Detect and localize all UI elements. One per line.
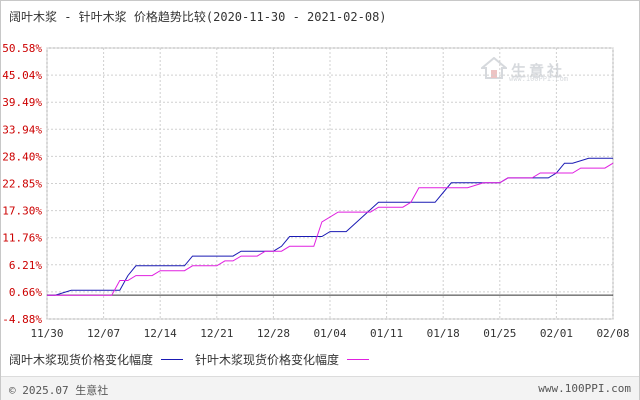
x-tick-label: 01/04	[313, 327, 346, 340]
chart-title: 阔叶木浆 - 针叶木浆 价格趋势比较(2020-11-30 - 2021-02-…	[9, 10, 387, 24]
y-tick-label: 11.76%	[2, 232, 42, 245]
legend-label-softwood: 针叶木浆现货价格变化幅度	[195, 353, 340, 367]
x-tick-label: 01/25	[483, 327, 516, 340]
legend-entry-hardwood: 阔叶木浆现货价格变化幅度	[9, 351, 184, 368]
footer: © 2025.07 生意社 www.100PPI.com	[1, 376, 639, 400]
x-tick-label: 12/07	[87, 327, 120, 340]
x-tick-label: 02/08	[596, 327, 629, 340]
y-tick-label: -4.88%	[2, 313, 42, 326]
y-tick-label: 50.58%	[2, 42, 42, 55]
series-line-hardwood	[47, 157, 613, 296]
footer-site-link[interactable]: www.100PPI.com	[538, 382, 631, 395]
y-tick-label: 22.85%	[2, 178, 42, 191]
y-tick-label: 39.49%	[2, 96, 42, 109]
watermark-url: www.100PPI.com	[509, 75, 569, 83]
legend-swatch-softwood	[347, 359, 370, 360]
x-tick-label: 12/21	[200, 327, 233, 340]
footer-copyright: © 2025.07 生意社	[9, 384, 109, 397]
legend-label-hardwood: 阔叶木浆现货价格变化幅度	[9, 353, 154, 367]
price-trend-chart: 50.58% 45.04% 39.49% 33.94% 28.40% 22.85% 17.3…	[2, 42, 629, 340]
legend-entry-softwood: 针叶木浆现货价格变化幅度	[195, 351, 370, 368]
y-tick-label: 33.94%	[2, 123, 42, 136]
x-tick-label: 01/18	[427, 327, 460, 340]
x-tick-label: 12/14	[144, 327, 177, 340]
x-tick-label: 11/30	[30, 327, 63, 340]
legend-swatch-hardwood	[161, 359, 184, 360]
chart-legend: 阔叶木浆现货价格变化幅度 针叶木浆现货价格变化幅度	[9, 351, 381, 368]
x-tick-label: 02/01	[540, 327, 573, 340]
y-tick-label: 45.04%	[2, 69, 42, 82]
series-line-softwood	[47, 162, 614, 296]
x-tick-label: 01/11	[370, 327, 403, 340]
y-tick-label: 28.40%	[2, 150, 42, 163]
house-logo-icon	[479, 56, 509, 84]
x-tick-label: 12/28	[257, 327, 290, 340]
y-tick-label: 17.30%	[2, 205, 42, 218]
y-tick-label: 6.21%	[9, 259, 42, 272]
y-tick-label: 0.66%	[9, 286, 42, 299]
